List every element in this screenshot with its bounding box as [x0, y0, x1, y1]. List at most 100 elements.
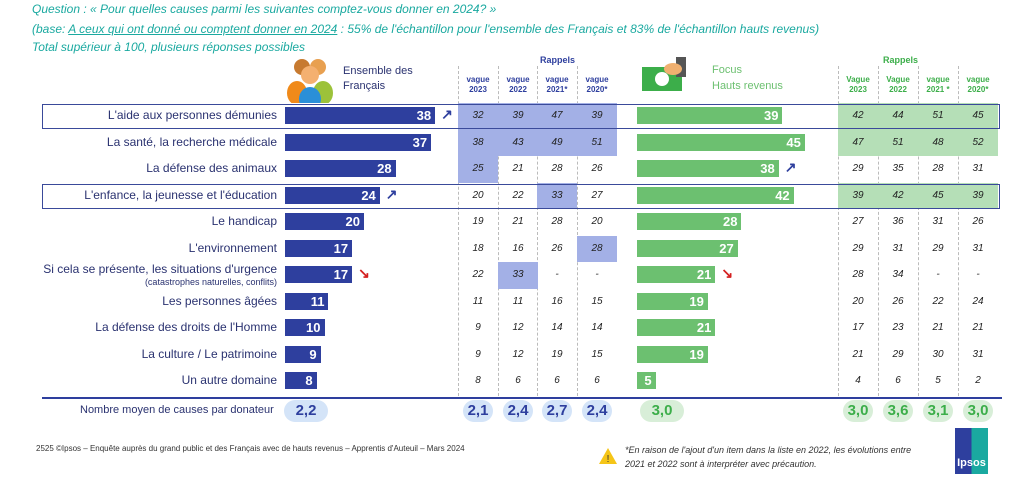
bar-hr: 5: [637, 372, 656, 389]
history-cell: 11: [512, 295, 524, 307]
avg-label: Nombre moyen de causes par donateur: [80, 404, 274, 416]
history-cell: 28: [852, 269, 864, 280]
category-label: La santé, la recherche médicale: [107, 135, 277, 149]
category-label: L'environnement: [189, 241, 277, 255]
history-cell: 47: [537, 103, 577, 130]
bar-hr: 19: [637, 292, 708, 310]
history-cell: 31: [932, 216, 944, 227]
bar-fr: 11: [285, 292, 329, 310]
history-cell: 39: [838, 182, 878, 209]
header-fr: vague 2023: [466, 75, 490, 94]
divider-hr: [878, 66, 879, 396]
history-cell: 9: [475, 348, 481, 360]
category-label: Le handicap: [212, 215, 277, 228]
money-icon: [640, 55, 690, 95]
avg-history: 3,1: [923, 400, 953, 422]
history-cell: 33: [498, 262, 538, 289]
group-hr-title: Focus Hauts revenus: [712, 62, 783, 94]
bar-fr: 28: [285, 160, 396, 177]
history-cell: 45: [918, 182, 958, 209]
history-cell: 34: [892, 269, 904, 280]
bar-hr: 42: [637, 186, 794, 204]
base-note: (base: A ceux qui ont donné ou comptent …: [32, 22, 819, 36]
history-cell: 11: [472, 295, 484, 307]
divider-fr: [498, 66, 499, 396]
bar-hr: 39: [637, 107, 783, 124]
divider-fr: [537, 66, 538, 396]
page-number: 2525: [36, 444, 54, 453]
history-cell: 42: [838, 103, 878, 130]
base-underlined: A ceux qui ont donné ou comptent donner …: [68, 22, 338, 36]
warning-icon: !: [598, 447, 618, 470]
rappels-fr: Rappels: [540, 55, 576, 65]
history-cell: 5: [935, 375, 941, 386]
bar-hr: 21: [637, 319, 716, 336]
history-cell: 31: [892, 242, 904, 254]
history-cell: 28: [932, 163, 944, 174]
bar-fr: 17: [285, 239, 353, 257]
history-cell: 12: [512, 322, 524, 333]
history-cell: 26: [551, 242, 563, 254]
history-cell: 23: [892, 322, 904, 333]
rappels-hr: Rappels: [883, 55, 919, 65]
history-cell: 22: [932, 295, 944, 307]
history-cell: 9: [475, 322, 481, 333]
history-cell: -: [555, 269, 559, 280]
divider-hr: [838, 66, 839, 396]
header-hr: vague 2021 *: [926, 75, 950, 94]
people-icon: [285, 55, 335, 111]
svg-text:!: !: [607, 454, 610, 465]
history-cell: 29: [892, 348, 904, 360]
history-cell: 20: [852, 295, 864, 307]
history-cell: 43: [498, 129, 538, 156]
history-cell: 27: [591, 189, 603, 201]
divider-fr: [577, 66, 578, 396]
history-cell: 25: [458, 156, 498, 183]
ipsos-logo: Ipsos: [955, 428, 988, 474]
history-cell: 14: [591, 322, 603, 333]
category-text: L'aide aux personnes démunies: [107, 108, 277, 122]
source-text: ©Ipsos – Enquête auprès du grand public …: [56, 444, 465, 453]
axis-line: [42, 397, 1002, 399]
group-fr-title: Ensemble des Français: [343, 65, 413, 92]
history-cell: 22: [512, 189, 524, 201]
divider-hr: [958, 66, 959, 396]
bar-fr: 10: [285, 319, 325, 336]
category-text: La défense des droits de l'Homme: [95, 320, 277, 334]
avg-history: 3,6: [883, 400, 913, 422]
avg-hr: 3,0: [640, 400, 684, 422]
history-cell: 29: [932, 242, 944, 254]
category-text: La culture / Le patrimoine: [141, 346, 277, 361]
caveat: *En raison de l'ajout d'un item dans la …: [625, 445, 912, 469]
category-label: Un autre domaine: [182, 374, 277, 387]
category-text: Si cela se présente, les situations d'ur…: [43, 262, 277, 276]
history-cell: 6: [895, 375, 901, 386]
category-text: L'enfance, la jeunesse et l'éducation: [84, 187, 277, 202]
history-cell: 29: [852, 163, 864, 174]
question: Question : « Pour quelles causes parmi l…: [32, 2, 497, 16]
history-cell: 16: [512, 242, 524, 254]
history-cell: 24: [972, 295, 984, 307]
history-cell: 35: [892, 163, 904, 174]
history-cell: 36: [892, 216, 904, 227]
history-cell: 20: [472, 189, 484, 201]
history-cell: 52: [958, 129, 998, 156]
bar-hr: 28: [637, 213, 742, 230]
history-cell: 19: [472, 216, 484, 227]
category-label: La culture / Le patrimoine: [141, 346, 277, 361]
history-cell: 51: [577, 129, 617, 156]
history-cell: 39: [577, 103, 617, 130]
history-cell: 18: [472, 242, 484, 254]
trend-up-icon: ↗: [441, 106, 453, 122]
history-cell: 44: [878, 103, 918, 130]
bar-hr: 27: [637, 239, 738, 257]
history-cell: 6: [594, 375, 600, 386]
history-cell: 21: [932, 322, 944, 333]
history-cell: 2: [975, 375, 981, 386]
avg-history: 2,4: [582, 400, 612, 422]
history-cell: 28: [551, 163, 563, 174]
header-hr: vague 2020*: [966, 75, 990, 94]
header-fr: vague 2021*: [545, 75, 569, 94]
category-label: La défense des droits de l'Homme: [95, 321, 277, 334]
bar-fr: 37: [285, 133, 432, 151]
